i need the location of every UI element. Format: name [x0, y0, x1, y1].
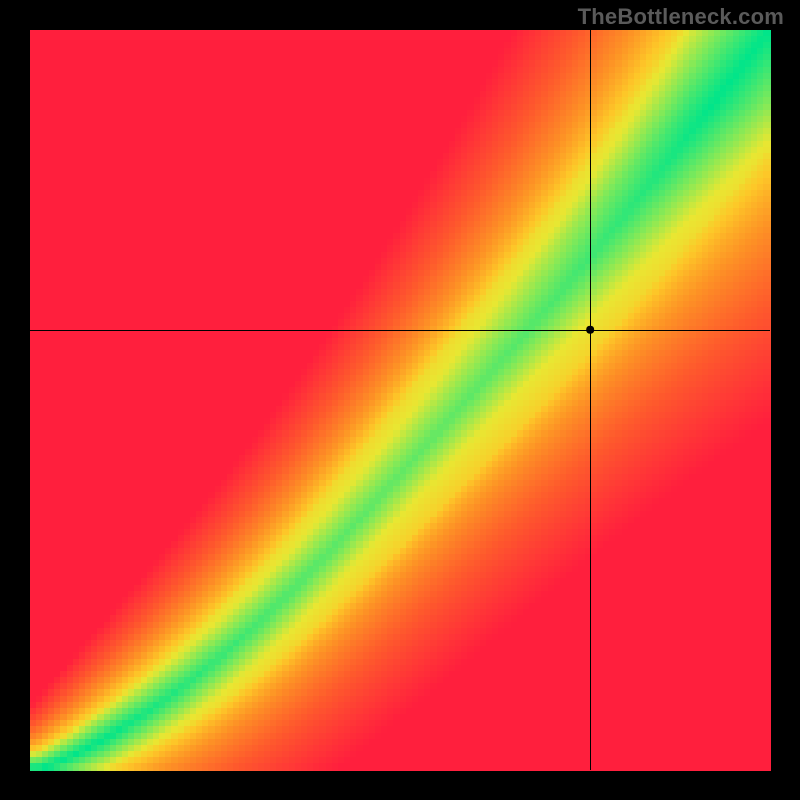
heatmap-canvas [0, 0, 800, 800]
watermark-text: TheBottleneck.com [578, 4, 784, 30]
chart-container: TheBottleneck.com [0, 0, 800, 800]
